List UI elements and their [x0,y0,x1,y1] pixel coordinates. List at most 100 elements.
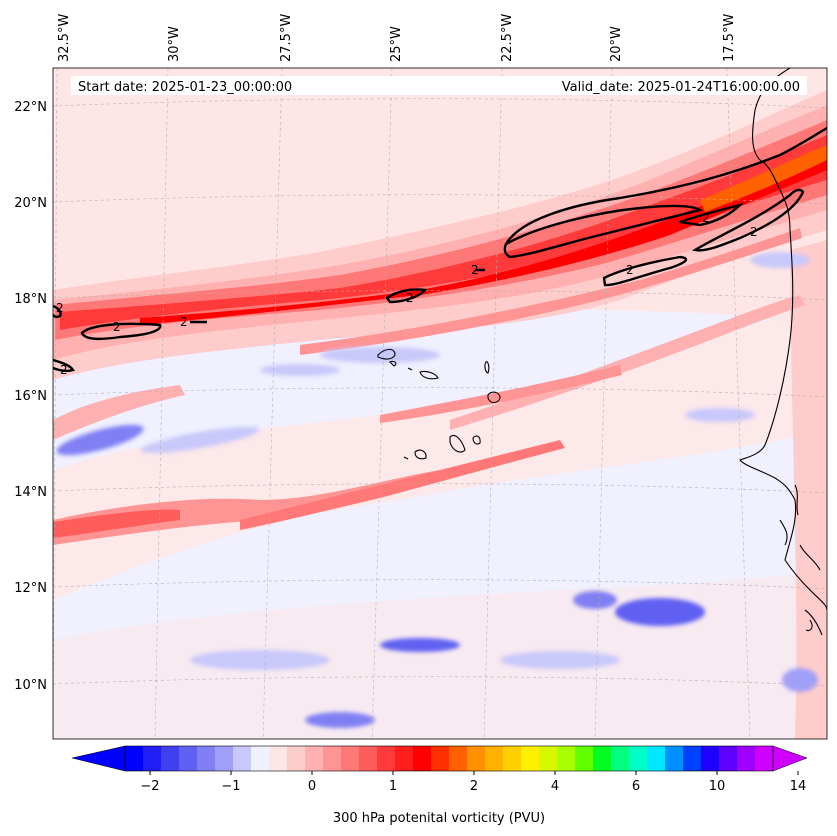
colorbar: −2 −1 0 1 2 4 6 10 14 300 hPa potenital vorticit… [71,745,808,826]
colorbar-cell [701,746,720,771]
lon-label: 32.5°W [57,14,72,62]
contour-label: 2 [113,320,121,334]
colorbar-cell [557,746,576,771]
colorbar-tick-label: 14 [790,779,807,794]
island [449,434,466,453]
colorbar-frame [124,745,774,772]
pv-streak-southwest [53,470,445,545]
island [484,361,490,374]
pv-contour [504,126,827,245]
pv-negative-patch [782,668,818,692]
pv-contour [80,322,162,341]
contour-label: 2 [60,363,68,377]
colorbar-cell [215,746,234,771]
pv-contour [53,358,75,373]
lat-label: 16°N [14,389,47,404]
pv-streak-upper [300,228,802,355]
colorbar-cell [125,746,144,771]
pv-negative-patch [500,651,620,669]
island [487,391,501,404]
colorbar-tick-label: 4 [551,779,559,794]
pv-field-east-strip [790,240,827,739]
pv-streak-lower [380,365,622,423]
colorbar-ticks: −2 −1 0 1 2 4 6 10 14 [140,771,806,794]
pv-negative-patch [190,650,330,670]
longitude-labels: 32.5°W 30°W 27.5°W 25°W 22.5°W 20°W 17.5… [57,14,737,62]
colorbar-under-arrow [71,745,126,772]
pv-contour [679,202,744,227]
pv-negative-patch [750,252,810,268]
colorbar-tick-label: 1 [389,779,397,794]
lat-label: 12°N [14,581,47,596]
colorbar-tick-label: 6 [632,779,640,794]
pv-negative-patch [320,347,440,363]
colorbar-cell [611,746,630,771]
colorbar-cell [377,746,396,771]
colorbar-cell [629,746,648,771]
latitude-labels: 22°N 20°N 18°N 16°N 14°N 12°N 10°N [14,100,47,693]
lat-label: 14°N [14,485,47,500]
colorbar-cell [179,746,198,771]
pv-negative-patch [380,638,460,652]
lat-label: 18°N [14,292,47,307]
island [377,348,396,360]
lon-label: 27.5°W [279,14,294,62]
pv-streak-west-blob [53,385,185,440]
pv-2-contours [53,126,827,373]
colorbar-over-arrow [772,745,808,772]
colorbar-cell [197,746,216,771]
island [414,449,427,460]
colorbar-cell [593,746,612,771]
colorbar-cell [161,746,180,771]
colorbar-tick-label: 10 [709,779,726,794]
colorbar-cell [413,746,432,771]
colorbar-cell [521,746,540,771]
lat-label: 20°N [14,196,47,211]
lon-label: 25°W [389,26,404,62]
colorbar-cell [233,746,252,771]
lon-label: 30°W [167,26,182,62]
pv-contour [53,304,62,319]
colorbar-cell [575,746,594,771]
pv-contour [691,188,805,252]
colorbar-cell [251,746,270,771]
lat-label: 10°N [14,678,47,693]
pv-negative-patch [56,424,144,456]
pv-negative-patch [615,598,705,626]
colorbar-tick-label: 2 [470,779,478,794]
pv-contour [503,204,704,259]
colorbar-cell [485,746,504,771]
colorbar-cell [305,746,324,771]
colorbar-cell [269,746,288,771]
colorbar-cell [647,746,666,771]
pv-negative-patch [260,364,340,376]
lon-label: 22.5°W [500,14,515,62]
contour-label: 2 [180,315,188,329]
colorbar-cell [683,746,702,771]
colorbar-cells [125,746,774,771]
pv-streak-mid [240,440,565,530]
island [419,370,439,380]
pv-jet-core-orange [700,145,827,212]
pv-streak-east [450,295,805,430]
colorbar-cell [287,746,306,771]
coastline [377,68,827,636]
pv-negative-patch [140,426,260,454]
colorbar-cell [467,746,486,771]
colorbar-title: 300 hPa potenital vorticity (PVU) [333,811,545,826]
contour-label: 2 [471,263,479,277]
lon-label: 20°W [609,26,624,62]
lon-label: 17.5°W [722,14,737,62]
contour-labels: 2 2 2 2 2 2 2 2 2 [56,211,758,377]
pv-negative-patches [56,252,818,728]
contour-label: 2 [750,225,758,239]
pv-contour [602,255,688,287]
start-date-label: Start date: 2025-01-23_00:00:00 [78,80,292,95]
colorbar-tick-label: −1 [221,779,240,794]
colorbar-cell [341,746,360,771]
gridlines [53,68,827,739]
colorbar-cell [323,746,342,771]
valid-date-label: Valid_date: 2025-01-24T16:00:00.00 [562,80,800,95]
colorbar-cell [431,746,450,771]
